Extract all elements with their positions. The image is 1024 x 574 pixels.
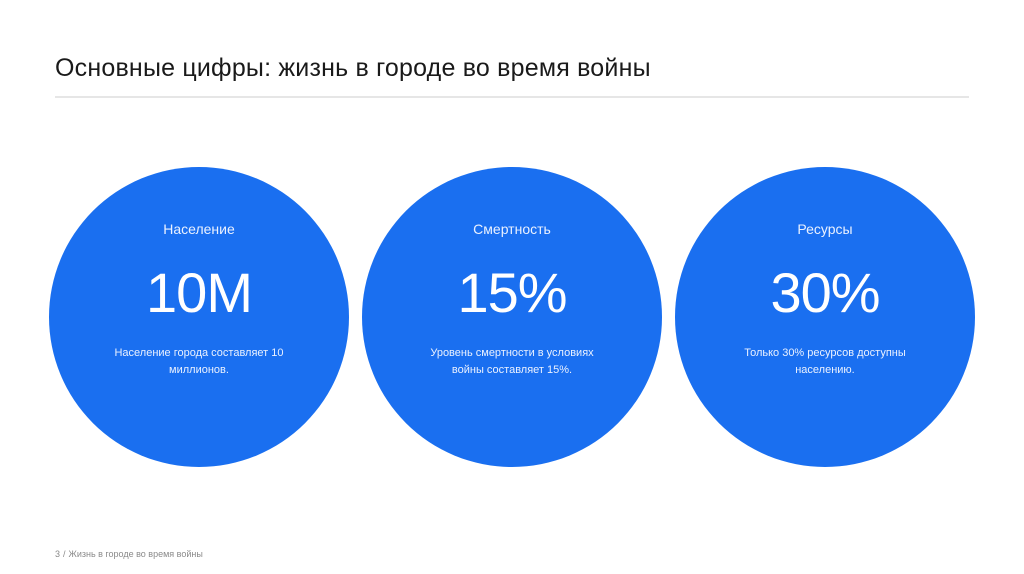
stat-label: Ресурсы [797,221,853,237]
stat-description: Только 30% ресурсов доступны населению. [744,347,906,376]
stat-description: Население города составляет 10 миллионов… [114,347,284,376]
stat-value: 10M [146,261,253,324]
stat-description: Уровень смертности в условиях войны сост… [430,347,594,376]
footer-text: Жизнь в городе во время войны [68,549,203,559]
page-title: Основные цифры: жизнь в городе во время … [55,54,651,82]
title-divider [55,96,969,98]
slide-footer: 3/Жизнь в городе во время войны [55,549,203,559]
stat-circle-population: Население 10M Население города составляе… [49,167,349,467]
stat-value: 15% [457,261,567,324]
page-number: 3 [55,549,61,559]
stat-circle-resources: Ресурсы 30% Только 30% ресурсов доступны… [675,167,975,467]
stat-circle-mortality: Смертность 15% Уровень смертности в усло… [362,167,662,467]
footer-separator: / [63,549,66,559]
stat-label: Смертность [473,221,551,237]
stat-value: 30% [770,261,880,324]
stat-label: Население [163,221,235,237]
